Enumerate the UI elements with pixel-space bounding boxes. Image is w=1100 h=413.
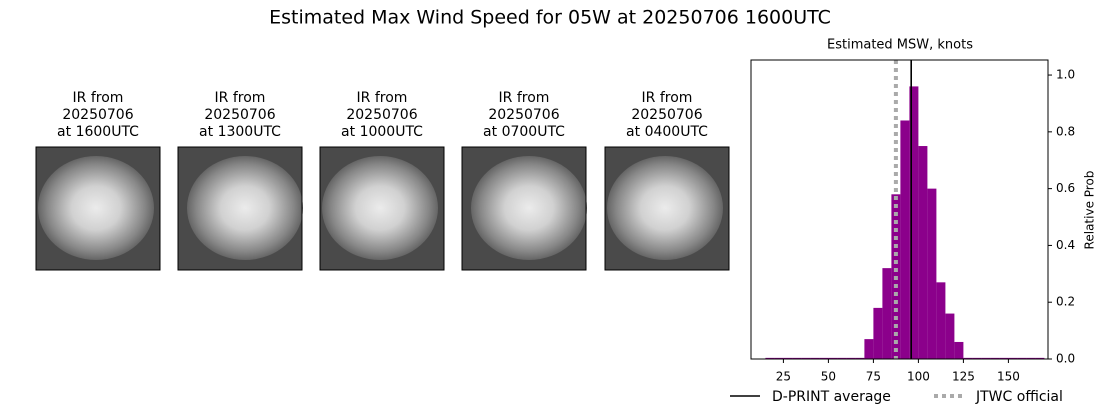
histogram-bar: [837, 357, 847, 359]
histogram-bar: [846, 357, 856, 359]
y-tick-label: 1.0: [1056, 68, 1075, 82]
y-axis-label: Relative Prob: [1083, 171, 1097, 250]
histogram-bar: [999, 357, 1009, 359]
histogram-bar: [882, 268, 892, 359]
histogram-bar: [981, 357, 991, 359]
image-frame: [461, 146, 587, 271]
image-caption: 20250706: [62, 107, 133, 123]
histogram-bar: [810, 357, 820, 359]
image-caption: at 0700UTC: [483, 124, 565, 140]
histogram-bar: [819, 357, 829, 359]
y-tick-label: 0.6: [1056, 181, 1075, 195]
image-caption: 20250706: [488, 107, 559, 123]
image-caption: IR from: [73, 90, 124, 106]
histogram-bar: [828, 357, 838, 359]
image-caption: 20250706: [346, 107, 417, 123]
x-tick-label: 125: [952, 370, 975, 384]
image-frame: [319, 146, 445, 271]
histogram-bar: [1008, 357, 1018, 359]
image-caption: at 1300UTC: [199, 124, 281, 140]
image-frame: [177, 146, 303, 271]
histogram-bar: [909, 86, 919, 359]
x-tick-label: 50: [821, 370, 836, 384]
image-caption: IR from: [642, 90, 693, 106]
histogram-bar: [855, 357, 865, 359]
x-tick-label: 150: [997, 370, 1020, 384]
storm-cloud: [322, 156, 438, 260]
histogram-bar: [945, 313, 955, 359]
image-caption: 20250706: [631, 107, 702, 123]
image-frame: [604, 146, 730, 271]
histogram-bar: [936, 282, 946, 359]
legend-label: D-PRINT average: [772, 389, 891, 405]
histogram-bar: [954, 341, 964, 359]
histogram-bar: [765, 357, 775, 359]
histogram-bar: [1035, 357, 1045, 359]
histogram-bar: [864, 339, 874, 359]
y-tick-label: 0.4: [1056, 238, 1075, 252]
storm-cloud: [187, 156, 303, 260]
histogram-bar: [918, 146, 928, 359]
x-tick-label: 100: [907, 370, 930, 384]
x-tick-label: 25: [776, 370, 791, 384]
plot-frame: [750, 59, 1049, 360]
storm-cloud: [38, 156, 154, 260]
image-caption: IR from: [499, 90, 550, 106]
image-caption: IR from: [357, 90, 408, 106]
storm-cloud: [471, 156, 587, 260]
image-caption: IR from: [215, 90, 266, 106]
chart-title: Estimated Max Wind Speed for 05W at 2025…: [269, 7, 831, 29]
image-frame: [35, 146, 161, 271]
image-caption: at 1600UTC: [57, 124, 139, 140]
x-tick-label: 75: [866, 370, 881, 384]
histogram-bar: [1017, 357, 1027, 359]
legend-label: JTWC official: [975, 389, 1063, 405]
histogram-bar: [900, 120, 910, 360]
histogram-bar: [972, 357, 982, 359]
storm-cloud: [607, 156, 723, 260]
histogram-bar: [927, 188, 937, 359]
histogram-bar: [783, 357, 793, 359]
histogram-bar: [801, 357, 811, 359]
y-tick-label: 0.8: [1056, 124, 1075, 138]
y-tick-label: 0.0: [1056, 352, 1075, 366]
histogram-bar: [1026, 357, 1036, 359]
histogram-bar: [792, 357, 802, 359]
y-tick-label: 0.2: [1056, 295, 1075, 309]
subtitle: Estimated MSW, knots: [827, 38, 973, 53]
image-caption: 20250706: [204, 107, 275, 123]
histogram-bar: [873, 307, 883, 359]
histogram-bar: [774, 357, 784, 359]
histogram-bar: [963, 357, 973, 359]
image-caption: at 1000UTC: [341, 124, 423, 140]
image-caption: at 0400UTC: [626, 124, 708, 140]
histogram-bar: [990, 357, 1000, 359]
